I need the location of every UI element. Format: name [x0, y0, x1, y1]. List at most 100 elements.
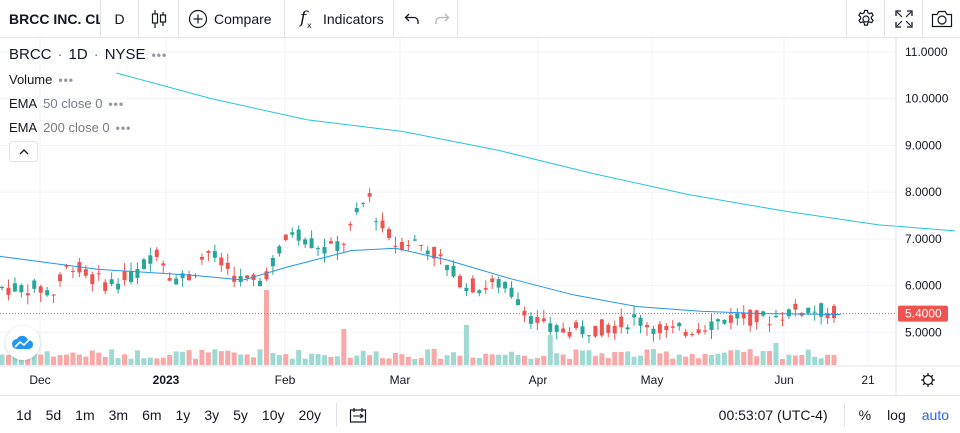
candle-body [490, 278, 495, 283]
volume-bar [586, 350, 592, 365]
fullscreen-button[interactable] [884, 0, 922, 38]
volume-more-icon[interactable]: ••• [58, 72, 74, 87]
candle-body [187, 274, 192, 281]
collapse-legend-button[interactable] [9, 141, 38, 162]
interval-label: D [114, 10, 125, 27]
range-button-20y[interactable]: 20y [298, 406, 322, 423]
volume-bar [818, 358, 824, 365]
price-tick-label: 9.0000 [905, 138, 942, 152]
volume-bar [541, 355, 547, 365]
redo-icon[interactable] [434, 12, 450, 26]
symbol-search[interactable]: BRCC INC. CL [0, 0, 101, 38]
volume-bar [154, 358, 160, 365]
candle-body [70, 270, 75, 272]
range-divider [336, 402, 338, 427]
bottom-toolbar: 1d 5d 1m 3m 6m 1y 3y 5y 10y 20y 00:53:07 (UTC-4) … [0, 395, 960, 433]
candle-body [148, 255, 153, 264]
volume-bar [309, 353, 315, 365]
volume-bar [70, 352, 76, 365]
range-button-3m[interactable]: 3m [108, 406, 129, 423]
candle-body [25, 293, 30, 296]
candle-body [548, 323, 553, 332]
volume-bar [554, 353, 560, 365]
candle-body [19, 285, 24, 293]
volume-bar [754, 356, 760, 365]
volume-bar [354, 355, 360, 365]
ema50-more-icon[interactable]: ••• [108, 96, 125, 111]
candle-body [528, 316, 533, 324]
candle-body [129, 271, 133, 283]
range-button-10y[interactable]: 10y [261, 406, 285, 423]
volume-bar [534, 358, 540, 365]
volume-bar [496, 354, 502, 365]
snapshot-button[interactable] [922, 0, 960, 38]
auto-toggle[interactable]: auto [921, 407, 949, 423]
volume-bar [205, 352, 211, 365]
candle-body [496, 278, 501, 288]
volume-bar [341, 329, 347, 365]
settings-button[interactable] [846, 0, 884, 38]
ema200-legend[interactable]: EMA 200 close 0 ••• [9, 120, 131, 135]
volume-bar [296, 349, 302, 365]
timezone-clock[interactable]: 00:53:07 (UTC-4) [718, 407, 828, 423]
price-chart[interactable]: 11.0000 10.0000 9.0000 8.0000 7.0000 6.0000 5.… [0, 38, 960, 395]
candle-body [638, 317, 643, 326]
candle-body [593, 325, 598, 337]
range-button-3y[interactable]: 3y [204, 406, 220, 423]
range-button-6m[interactable]: 6m [142, 406, 162, 423]
range-button-1m[interactable]: 1m [75, 406, 95, 423]
candle-body [722, 319, 727, 324]
volume-bar [193, 358, 198, 365]
goto-date-icon[interactable] [349, 407, 367, 423]
ema50-params: 50 close 0 [43, 96, 103, 111]
axis-settings-icon[interactable] [921, 373, 935, 387]
range-buttons: 1d 5d 1m 3m 6m 1y 3y 5y 10y 20y [0, 407, 328, 423]
interval-button[interactable]: D [101, 0, 139, 38]
volume-bar [567, 358, 573, 365]
range-button-1d[interactable]: 1d [16, 406, 32, 423]
range-button-1y[interactable]: 1y [175, 406, 191, 423]
volume-bar [167, 354, 173, 365]
ema200-more-icon[interactable]: ••• [115, 120, 132, 135]
candle-body [561, 328, 566, 333]
candle-body [161, 263, 166, 266]
price-tick-label: 10.0000 [905, 92, 949, 106]
candle-body [270, 257, 275, 267]
candle-body [819, 303, 824, 317]
range-button-5y[interactable]: 5y [233, 406, 248, 423]
candle-body [354, 208, 359, 213]
candle-body [38, 286, 43, 293]
volume-bar [109, 349, 115, 365]
candle-body [786, 309, 791, 317]
volume-bar [786, 354, 792, 365]
volume-bar [683, 356, 689, 365]
candle-body [567, 331, 572, 337]
candle-body [574, 322, 579, 328]
volume-bar [573, 349, 579, 365]
indicators-label: Indicators [323, 10, 384, 27]
percent-toggle[interactable]: % [858, 407, 872, 423]
tradingview-logo[interactable] [6, 326, 40, 360]
indicators-button[interactable]: f x Indicators [285, 0, 394, 38]
chart-type-button[interactable] [139, 0, 179, 38]
volume-bar [322, 355, 327, 365]
volume-bar [670, 358, 676, 365]
candle-body [509, 287, 514, 297]
volume-legend[interactable]: Volume ••• [9, 72, 74, 87]
legend-more-icon[interactable]: ••• [151, 47, 168, 62]
candle-body [341, 243, 346, 245]
ema50-legend[interactable]: EMA 50 close 0 ••• [9, 96, 124, 111]
candle-body [690, 333, 695, 335]
symbol-label: BRCC INC. CL [9, 10, 101, 27]
volume-bar [186, 350, 192, 365]
candle-body [51, 294, 56, 296]
log-toggle[interactable]: log [887, 407, 906, 423]
candle-body [612, 325, 617, 334]
candle-body [96, 273, 101, 275]
volume-bar [463, 325, 469, 365]
range-button-5d[interactable]: 5d [45, 406, 62, 423]
volume-bar [122, 354, 128, 365]
undo-icon[interactable] [404, 12, 420, 26]
compare-button[interactable]: Compare [179, 0, 285, 38]
main-series-legend[interactable]: BRCC · 1D · NYSE ••• [9, 46, 167, 63]
